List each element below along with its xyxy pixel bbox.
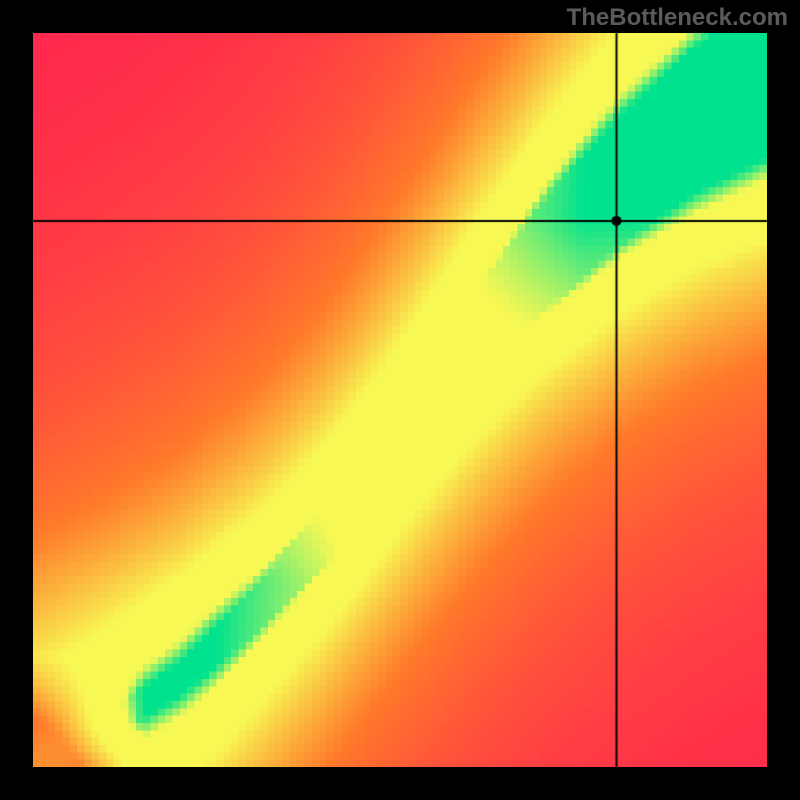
crosshair-overlay xyxy=(0,0,800,800)
source-watermark: TheBottleneck.com xyxy=(567,4,788,32)
chart-container: TheBottleneck.com xyxy=(0,0,800,800)
